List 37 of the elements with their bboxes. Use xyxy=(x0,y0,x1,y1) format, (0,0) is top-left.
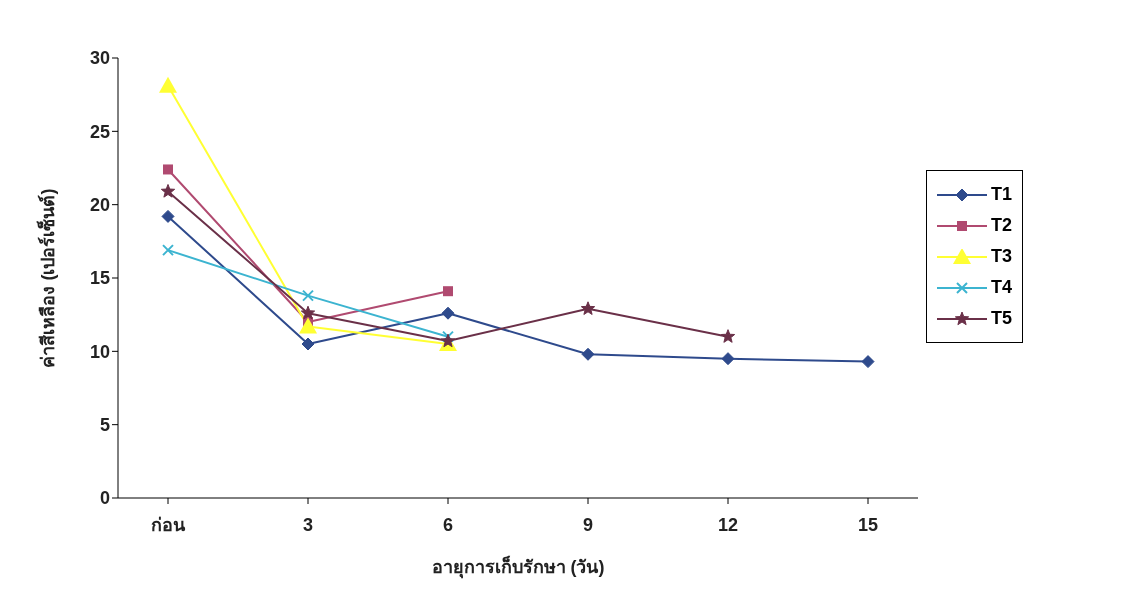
point xyxy=(162,244,174,257)
point xyxy=(581,347,595,361)
x-tick-label: 9 xyxy=(582,514,594,535)
point xyxy=(443,286,453,297)
point xyxy=(160,183,176,198)
point xyxy=(580,301,596,315)
point xyxy=(721,352,735,366)
point xyxy=(441,306,455,320)
point xyxy=(159,76,177,93)
point xyxy=(300,305,316,320)
x-tick-label: ก่อน xyxy=(151,514,186,535)
point xyxy=(299,317,317,334)
x-tick-label: 6 xyxy=(442,514,454,535)
y-tick-label: 30 xyxy=(89,48,110,69)
legend-label: T4 xyxy=(991,277,1013,298)
y-tick-label: 10 xyxy=(89,341,110,362)
legend-label: T1 xyxy=(991,184,1013,205)
point xyxy=(302,289,314,302)
x-tick-label: 15 xyxy=(857,514,879,535)
y-tick-label: 15 xyxy=(89,268,110,289)
y-tick-label: 5 xyxy=(99,415,110,436)
y-tick-label: 0 xyxy=(99,488,110,509)
point xyxy=(442,330,454,343)
x-tick-label: 3 xyxy=(302,514,314,535)
x-tick-label: 12 xyxy=(717,514,739,535)
y-tick-label: 25 xyxy=(89,121,110,142)
point xyxy=(720,329,736,343)
legend-label: T5 xyxy=(991,308,1013,329)
y-axis-title: ค่าสีเหลือง (เปอร์เซ็นต์) xyxy=(36,188,59,368)
point xyxy=(861,355,875,369)
legend-label: T3 xyxy=(991,246,1013,267)
point xyxy=(163,164,173,175)
legend-label: T2 xyxy=(991,215,1013,236)
point xyxy=(161,209,175,223)
x-axis-title: อายุการเก็บรักษา (วัน) xyxy=(431,555,605,579)
y-tick-label: 20 xyxy=(89,195,110,216)
point xyxy=(301,337,315,351)
